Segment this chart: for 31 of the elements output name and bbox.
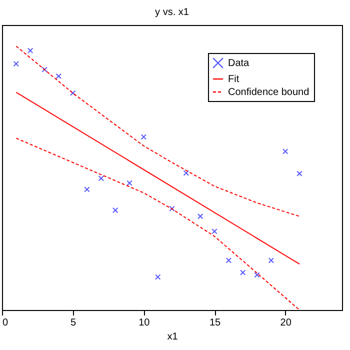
legend-label: Data: [228, 58, 250, 69]
point: [126, 180, 132, 186]
x-axis-title: x1: [167, 332, 178, 342]
point: [268, 258, 274, 264]
point: [240, 270, 246, 276]
point: [42, 66, 48, 72]
point: [56, 73, 62, 80]
point: [140, 134, 147, 140]
point: [296, 170, 302, 176]
point: [183, 170, 190, 176]
point: [197, 213, 204, 220]
x-tick-label: 5: [70, 318, 77, 328]
point: [112, 207, 118, 214]
point: [98, 175, 104, 182]
legend-label: Fit: [228, 74, 240, 85]
point: [169, 206, 175, 212]
point: [154, 274, 161, 280]
chart-title: y vs. x1: [155, 7, 190, 18]
point: [212, 228, 218, 234]
x-tick-label: 15: [209, 318, 221, 328]
x-tick-label: 20: [280, 318, 292, 328]
legend-label: Confidence bound: [228, 87, 310, 98]
point: [27, 48, 34, 54]
point: [226, 258, 232, 264]
x-tick-label: 10: [138, 318, 150, 328]
point: [282, 148, 288, 154]
point: [13, 60, 20, 67]
x-tick-label: 0: [2, 318, 8, 328]
point: [254, 272, 260, 278]
point: [84, 186, 90, 192]
point: [70, 90, 76, 96]
